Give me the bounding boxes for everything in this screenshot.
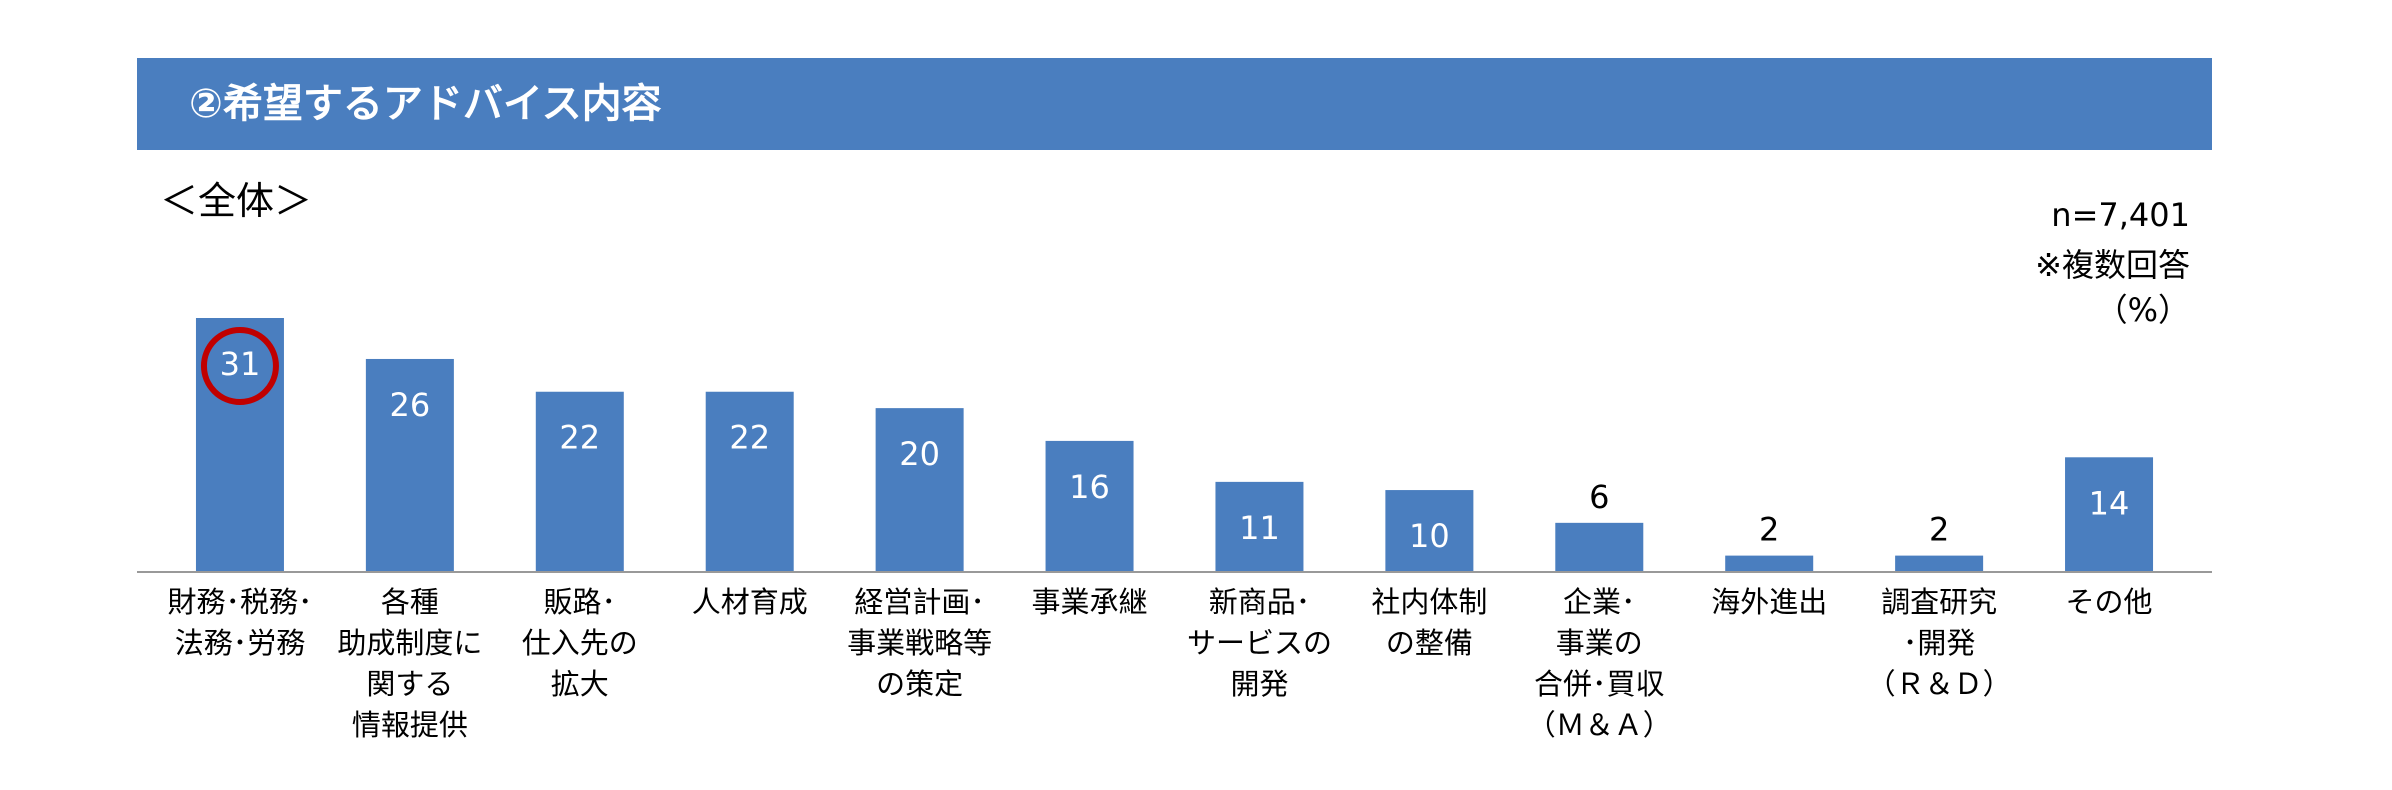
x-tick-label: 経営計画･ 事業戦略等 の策定 [847, 585, 993, 701]
subtitle: ＜全体＞ [160, 179, 313, 223]
bar [1555, 522, 1644, 572]
data-label: 16 [1069, 468, 1110, 506]
bar [2065, 457, 2154, 572]
x-tick-label: 財務･税務･ 法務･労務 [167, 585, 313, 660]
bar [535, 391, 624, 572]
bar [1895, 555, 1984, 572]
chart-title: ②希望するアドバイス内容 [189, 81, 662, 127]
x-tick-label: 調査研究 ･開発 （Ｒ＆Ｄ） [1866, 585, 2012, 701]
bar [875, 408, 964, 572]
x-tick-label: 事業承継 [1031, 585, 1148, 619]
x-tick-label: 新商品･ サービスの 開発 [1186, 585, 1332, 701]
x-tick-label: 人材育成 [691, 585, 808, 619]
bar [1385, 490, 1474, 572]
data-label: 31 [220, 345, 261, 383]
x-tick-label: 企業･ 事業の 合併･買収 （Ｍ＆Ａ） [1526, 585, 1672, 742]
data-label: 26 [390, 386, 431, 424]
data-label: 6 [1589, 478, 1609, 516]
data-label: 10 [1409, 517, 1450, 555]
x-tick-label: その他 [2065, 585, 2153, 619]
data-label: 2 [1759, 511, 1779, 549]
x-tick-label: 社内体制 の整備 [1371, 585, 1488, 660]
data-label: 2 [1929, 511, 1949, 549]
header-bar: ②希望するアドバイス内容 [137, 58, 2212, 150]
bar [1725, 555, 1814, 572]
bar [1215, 481, 1304, 572]
data-label: 22 [559, 419, 600, 457]
highlight-circle [200, 327, 279, 405]
x-tick-label: 海外進出 [1711, 585, 1828, 619]
note: ※複数回答 [2035, 246, 2190, 284]
data-label: 20 [899, 435, 940, 473]
note: n=7,401 [2051, 196, 2190, 234]
data-label: 22 [729, 419, 770, 457]
bar [195, 318, 284, 572]
bar [365, 358, 454, 572]
data-label: 14 [2089, 484, 2130, 522]
bar [705, 391, 794, 572]
bar [1045, 440, 1134, 572]
x-tick-label: 販路･ 仕入先の 拡大 [521, 585, 638, 701]
data-label: 11 [1239, 509, 1280, 547]
note: （%） [2095, 291, 2190, 329]
x-tick-label: 各種 助成制度に 関する 情報提供 [337, 585, 483, 742]
